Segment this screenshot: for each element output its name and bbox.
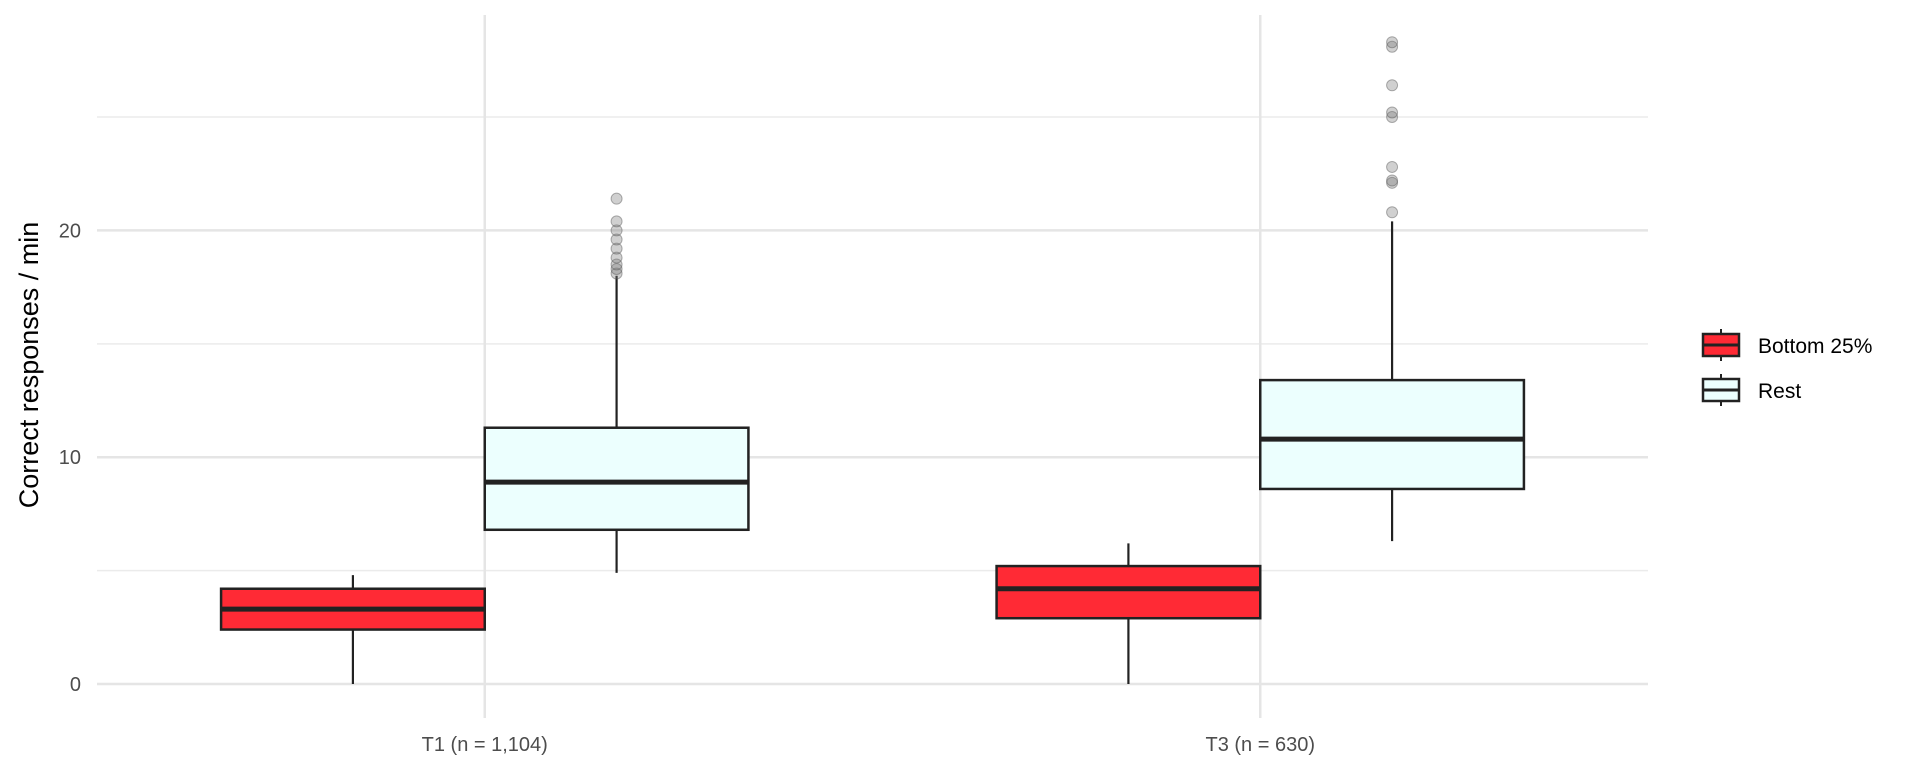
axis-layer: 0 10 20 T1 (n = 1,104) T3 (n = 630) [59, 220, 1315, 756]
outlier-point [1386, 40, 1399, 53]
outlier-point [610, 267, 623, 280]
outlier-point [610, 192, 623, 205]
box-group [995, 543, 1262, 684]
legend-item: Rest [1701, 374, 1801, 406]
legend-item: Bottom 25% [1701, 329, 1872, 361]
outlier-point [610, 242, 623, 255]
outlier-point [610, 258, 623, 271]
outlier-point [1386, 206, 1399, 219]
outlier-point [1386, 79, 1399, 92]
outlier-point [610, 233, 623, 246]
x-tick-label: T3 (n = 630) [1205, 734, 1315, 756]
outlier-point [1386, 176, 1399, 189]
outlier-point [1386, 160, 1399, 173]
y-tick-label: 10 [59, 447, 81, 469]
outlier-point [1386, 111, 1399, 124]
outlier-point [610, 251, 623, 264]
x-tick-label: T1 (n = 1,104) [422, 734, 548, 756]
outlier-point [610, 224, 623, 237]
outlier-point [1386, 174, 1399, 187]
legend-label: Bottom 25% [1758, 335, 1872, 358]
legend: Bottom 25% Rest [1701, 329, 1872, 406]
grid-layer [97, 15, 1648, 718]
y-tick-label: 20 [59, 220, 81, 242]
box-group [219, 575, 487, 684]
y-axis-title: Correct responses / min [14, 222, 44, 509]
outlier-point [1386, 106, 1399, 119]
outlier-point [1386, 36, 1399, 49]
box-group [1259, 36, 1526, 542]
box-group [483, 192, 750, 573]
box-body [483, 426, 750, 532]
legend-label: Rest [1758, 380, 1801, 403]
box-body [1259, 378, 1526, 491]
box-layer [219, 36, 1526, 684]
outlier-point [610, 262, 623, 275]
outlier-point [610, 215, 623, 228]
y-tick-label: 0 [70, 674, 81, 696]
box-body [995, 564, 1262, 620]
